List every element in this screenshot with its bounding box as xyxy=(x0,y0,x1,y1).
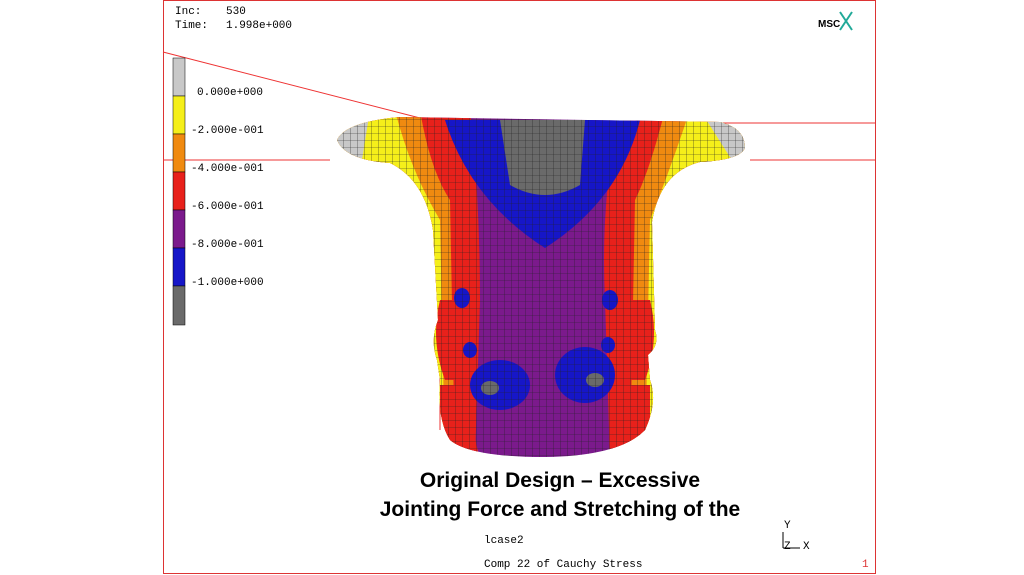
logo: MSC xyxy=(818,19,840,30)
caption-line: Original Design – Excessive xyxy=(420,469,700,492)
legend-swatch xyxy=(172,285,186,326)
quantity: Comp 22 of Cauchy Stress xyxy=(484,559,642,571)
triad-x: X xyxy=(803,541,810,553)
legend-label: -8.000e-001 xyxy=(191,239,264,251)
legend-swatch xyxy=(172,171,186,211)
time-label: Time: xyxy=(175,20,208,32)
legend-swatch xyxy=(172,209,186,249)
page-number: 1 xyxy=(862,559,869,571)
legend-swatch xyxy=(172,133,186,173)
legend-label: -6.000e-001 xyxy=(191,201,264,213)
legend: 0.000e+000 -2.000e-001 -4.000e-001 -6.000e-… xyxy=(172,57,264,326)
triad-z: Z xyxy=(784,541,791,553)
legend-label: -2.000e-001 xyxy=(191,125,264,137)
load-case: lcase2 xyxy=(484,535,524,547)
logo-mark xyxy=(839,11,853,31)
caption-line: Jointing Force and Stretching of the xyxy=(380,498,741,521)
legend-swatch xyxy=(172,57,186,97)
inc-value: 530 xyxy=(226,6,246,18)
legend-swatch xyxy=(172,95,186,135)
axis-triad: Y Z X xyxy=(782,520,810,553)
legend-label: -1.000e+000 xyxy=(191,277,264,289)
inc-label: Inc: xyxy=(175,6,201,18)
time-value: 1.998e+000 xyxy=(226,20,292,32)
triad-y: Y xyxy=(784,520,791,532)
legend-label: -4.000e-001 xyxy=(191,163,264,175)
legend-swatch xyxy=(172,247,186,287)
legend-label: 0.000e+000 xyxy=(197,87,263,99)
